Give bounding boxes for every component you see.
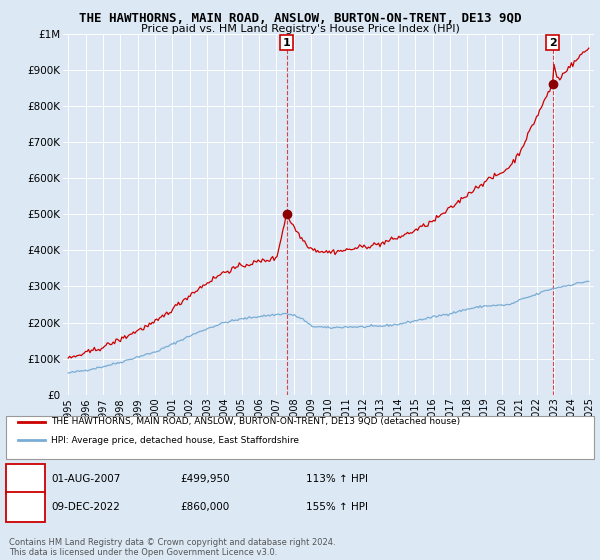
Text: THE HAWTHORNS, MAIN ROAD, ANSLOW, BURTON-ON-TRENT, DE13 9QD: THE HAWTHORNS, MAIN ROAD, ANSLOW, BURTON…	[79, 12, 521, 25]
Text: 01-AUG-2007: 01-AUG-2007	[51, 474, 121, 484]
Text: 155% ↑ HPI: 155% ↑ HPI	[306, 502, 368, 512]
Text: 09-DEC-2022: 09-DEC-2022	[51, 502, 120, 512]
Text: 2: 2	[22, 502, 29, 512]
Text: Contains HM Land Registry data © Crown copyright and database right 2024.
This d: Contains HM Land Registry data © Crown c…	[9, 538, 335, 557]
Text: 2: 2	[549, 38, 557, 48]
Text: £860,000: £860,000	[180, 502, 229, 512]
Text: 1: 1	[283, 38, 290, 48]
Text: Price paid vs. HM Land Registry's House Price Index (HPI): Price paid vs. HM Land Registry's House …	[140, 24, 460, 34]
Text: 113% ↑ HPI: 113% ↑ HPI	[306, 474, 368, 484]
Text: £499,950: £499,950	[180, 474, 230, 484]
Text: 1: 1	[22, 474, 29, 484]
Text: THE HAWTHORNS, MAIN ROAD, ANSLOW, BURTON-ON-TRENT, DE13 9QD (detached house): THE HAWTHORNS, MAIN ROAD, ANSLOW, BURTON…	[51, 417, 460, 426]
Text: HPI: Average price, detached house, East Staffordshire: HPI: Average price, detached house, East…	[51, 436, 299, 445]
